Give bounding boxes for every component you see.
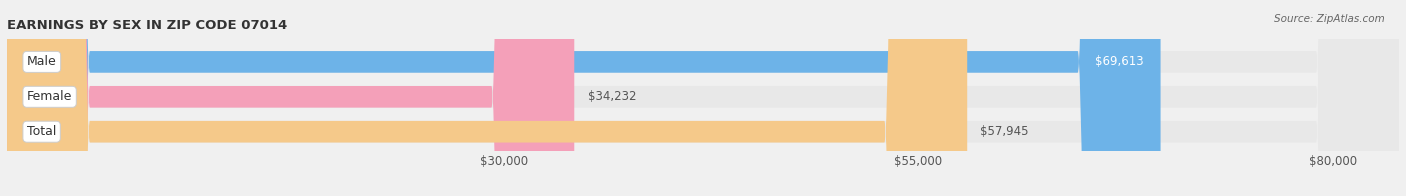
FancyBboxPatch shape: [7, 0, 967, 196]
FancyBboxPatch shape: [7, 0, 1399, 196]
Text: Female: Female: [27, 90, 72, 103]
Text: Male: Male: [27, 55, 56, 68]
FancyBboxPatch shape: [7, 0, 574, 196]
Text: EARNINGS BY SEX IN ZIP CODE 07014: EARNINGS BY SEX IN ZIP CODE 07014: [7, 19, 287, 33]
Text: Total: Total: [27, 125, 56, 138]
Text: $57,945: $57,945: [980, 125, 1029, 138]
Text: Source: ZipAtlas.com: Source: ZipAtlas.com: [1274, 14, 1385, 24]
Text: $34,232: $34,232: [588, 90, 636, 103]
Text: $69,613: $69,613: [1095, 55, 1144, 68]
FancyBboxPatch shape: [7, 0, 1160, 196]
FancyBboxPatch shape: [7, 0, 1399, 196]
FancyBboxPatch shape: [7, 0, 1399, 196]
